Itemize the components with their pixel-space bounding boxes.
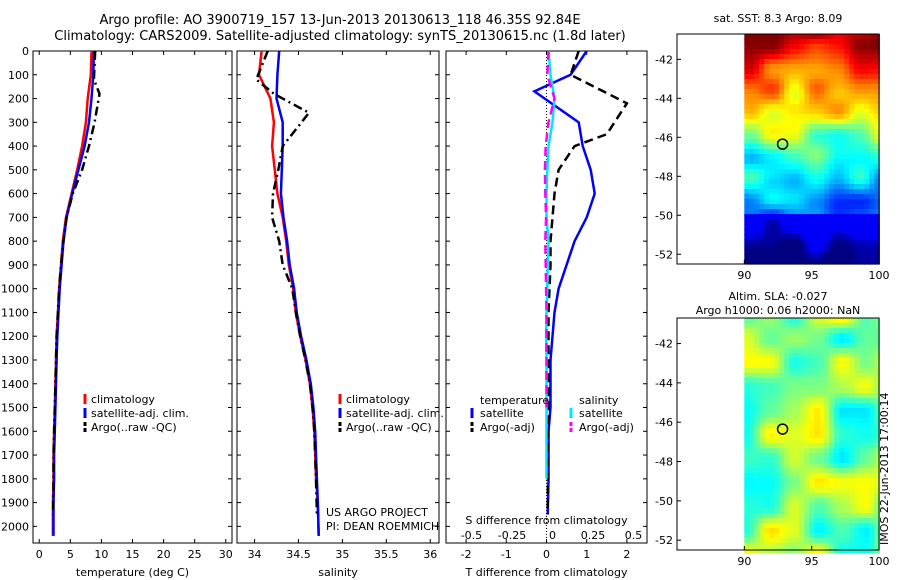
- depth-tick-label: 100: [8, 69, 29, 82]
- salinity-diff-tick-label: 0.25: [581, 529, 606, 542]
- difference-legend-label: satellite: [480, 407, 524, 420]
- sat-sst-map-ytick-label: -42: [655, 53, 673, 66]
- difference-legend-title: temperature: [480, 394, 549, 407]
- temperature-xtick-label: 30: [219, 548, 233, 561]
- depth-tick-label: 300: [8, 116, 29, 129]
- difference-xtick-label: 2: [623, 548, 630, 561]
- depth-tick-label: 2000: [1, 520, 29, 533]
- salinity-legend-label: satellite-adj. clim.: [346, 407, 444, 420]
- depth-tick-label: 1000: [1, 283, 29, 296]
- temperature-xtick-label: 15: [126, 548, 140, 561]
- temperature-xtick-label: 25: [188, 548, 202, 561]
- sla-map-title: Altim. SLA: -0.027: [728, 290, 827, 303]
- sat-sst-map-ytick-label: -44: [655, 92, 673, 105]
- salinity-diff-tick-label: -0.5: [461, 529, 482, 542]
- temperature-axes-box: [32, 50, 233, 544]
- sla-map-ytick-label: -52: [655, 534, 673, 547]
- sla-map-ytick-label: -44: [655, 377, 673, 390]
- salinity-xtick-label: 35.5: [374, 548, 399, 561]
- depth-tick-label: 600: [8, 188, 29, 201]
- salinity-diff-tick-label: 0: [549, 529, 556, 542]
- depth-tick-label: 1200: [1, 330, 29, 343]
- sla-map-ytick-label: -48: [655, 456, 673, 469]
- chart-title-line1: Argo profile: AO 3900719_157 13-Jun-2013…: [99, 13, 581, 28]
- difference-legend-label: satellite: [579, 407, 623, 420]
- difference-xtick-label: -1: [501, 548, 512, 561]
- sat-sst-map-xtick-label: 95: [805, 269, 819, 282]
- salinity-xlabel: salinity: [318, 566, 358, 579]
- salinity-legend-label: climatology: [346, 393, 410, 406]
- temperature-legend-label: satellite-adj. clim.: [91, 407, 189, 420]
- sat-sst-map-ytick-label: -46: [655, 131, 673, 144]
- difference-series-line: [546, 50, 629, 515]
- sla-map-xtick-label: 100: [869, 555, 890, 568]
- depth-tick-label: 1300: [1, 354, 29, 367]
- salinity-diff-tick-label: -0.25: [498, 529, 526, 542]
- temperature-xtick-label: 0: [36, 548, 43, 561]
- sat-sst-map-heatmap: [744, 34, 880, 265]
- imos-timestamp: IMOS 22-Jun-2013 17:00:14: [878, 392, 891, 545]
- sat-sst-map-ytick-label: -52: [655, 248, 673, 261]
- difference-series-line: [543, 50, 556, 408]
- depth-tick-label: 1500: [1, 402, 29, 415]
- difference-xtick-label: 1: [583, 548, 590, 561]
- depth-tick-label: 1600: [1, 425, 29, 438]
- sat-sst-map-argo-marker: [776, 138, 789, 150]
- temperature-legend-label: climatology: [91, 393, 155, 406]
- temperature-xtick-label: 5: [67, 548, 74, 561]
- sla-map-argo-marker: [776, 423, 789, 435]
- sat-sst-map-frame: [676, 33, 880, 265]
- chart-title-line2: Climatology: CARS2009. Satellite-adjuste…: [54, 29, 626, 44]
- salinity-diff-axis-label: S difference from climatology: [465, 514, 628, 527]
- difference-xlabel: T difference from climatology: [465, 566, 628, 579]
- pi-label: PI: DEAN ROEMMICH: [326, 520, 439, 533]
- salinity-xtick-label: 34: [248, 548, 262, 561]
- depth-tick-label: 700: [8, 211, 29, 224]
- sla-map-ytick-label: -42: [655, 338, 673, 351]
- salinity-legend-label: Argo(..raw -QC): [346, 421, 432, 434]
- difference-xtick-label: 0: [543, 548, 550, 561]
- depth-tick-label: 800: [8, 235, 29, 248]
- sla-map-subtitle: Argo h1000: 0.06 h2000: NaN: [696, 304, 861, 317]
- salinity-xtick-label: 36: [423, 548, 437, 561]
- temperature-series-line: [51, 50, 101, 515]
- difference-xtick-label: -2: [461, 548, 472, 561]
- salinity-diff-tick-label: 0.5: [625, 529, 643, 542]
- depth-tick-label: 900: [8, 259, 29, 272]
- difference-series-line: [531, 50, 596, 515]
- depth-tick-label: 1700: [1, 449, 29, 462]
- depth-tick-label: 200: [8, 93, 29, 106]
- salinity-xtick-label: 35: [335, 548, 349, 561]
- sla-map-frame: [676, 317, 880, 551]
- difference-legend-label: Argo(-adj): [480, 421, 535, 434]
- salinity-xtick-label: 34.5: [286, 548, 311, 561]
- sat-sst-map-ytick-label: -50: [655, 209, 673, 222]
- salinity-axes-box: [236, 50, 440, 544]
- depth-tick-label: 1400: [1, 378, 29, 391]
- project-label: US ARGO PROJECT: [326, 506, 428, 519]
- sla-map-ytick-label: -50: [655, 495, 673, 508]
- depth-tick-label: 1800: [1, 473, 29, 486]
- temperature-legend-label: Argo(..raw -QC): [91, 421, 177, 434]
- sla-map-ytick-label: -46: [655, 416, 673, 429]
- sla-map-xtick-label: 95: [805, 555, 819, 568]
- depth-tick-label: 400: [8, 140, 29, 153]
- salinity-series-line: [254, 50, 319, 515]
- sla-map-heatmap: [744, 318, 880, 554]
- sat-sst-map-xtick-label: 100: [869, 269, 890, 282]
- depth-tick-label: 1900: [1, 497, 29, 510]
- difference-legend-title: salinity: [579, 394, 619, 407]
- sla-map-xtick-label: 90: [737, 555, 751, 568]
- sst-map-title: sat. SST: 8.3 Argo: 8.09: [714, 12, 843, 25]
- depth-tick-label: 500: [8, 164, 29, 177]
- temperature-xlabel: temperature (deg C): [76, 566, 189, 579]
- sat-sst-map-xtick-label: 90: [737, 269, 751, 282]
- temperature-xtick-label: 10: [94, 548, 108, 561]
- depth-tick-label: 1100: [1, 306, 29, 319]
- depth-tick-label: 0: [22, 45, 29, 58]
- difference-legend-label: Argo(-adj): [579, 421, 634, 434]
- sat-sst-map-ytick-label: -48: [655, 170, 673, 183]
- temperature-xtick-label: 20: [157, 548, 171, 561]
